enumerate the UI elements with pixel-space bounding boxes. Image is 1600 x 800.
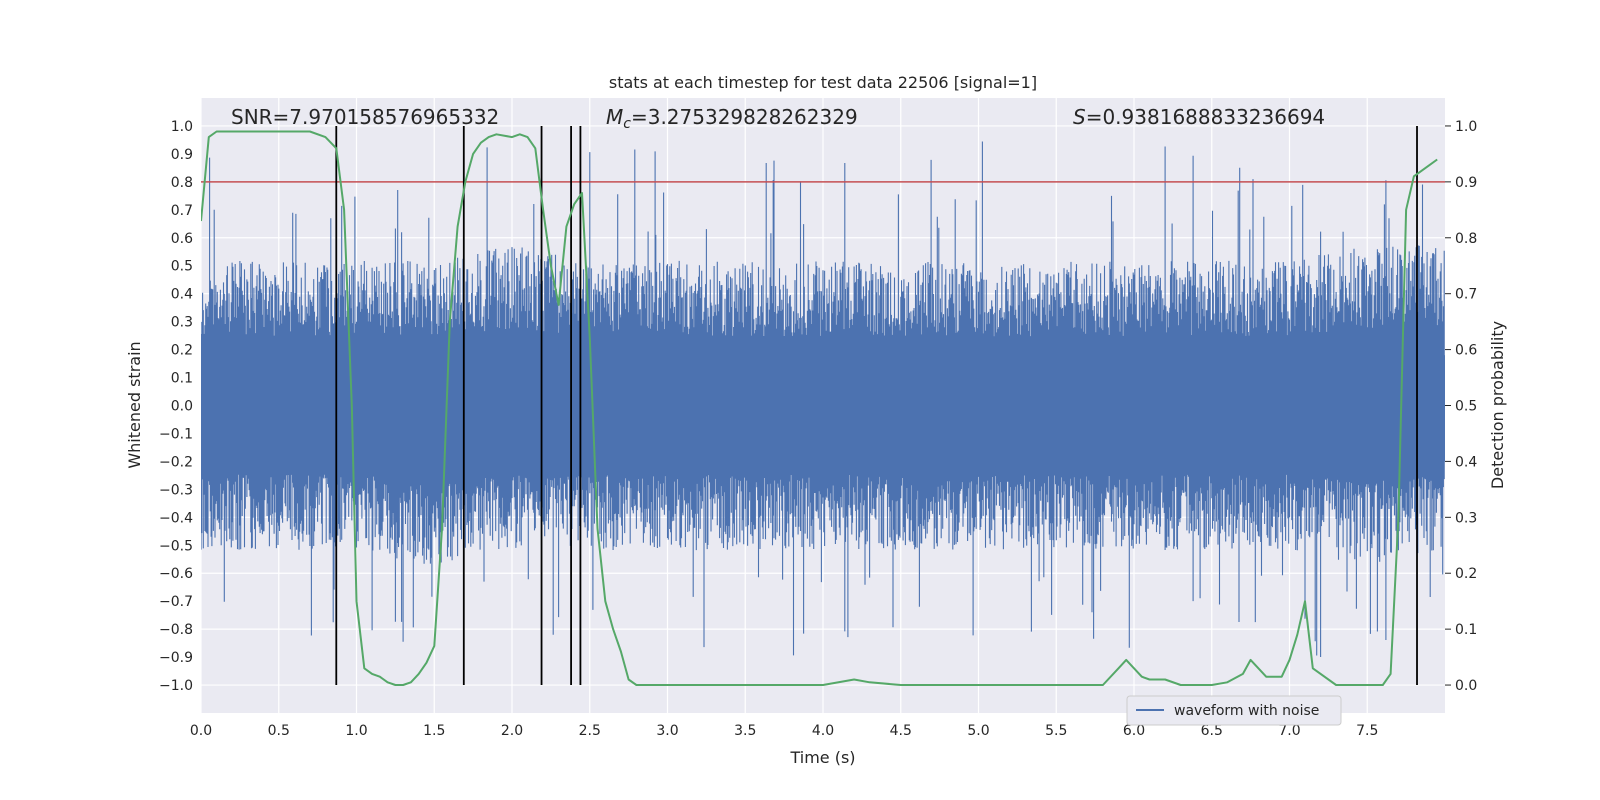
x-tick-label: 5.5 (1045, 723, 1067, 739)
y-left-tick-label: 0.4 (171, 287, 193, 303)
x-tick-label: 5.0 (967, 723, 989, 739)
chart-title: stats at each timestep for test data 225… (609, 73, 1037, 92)
x-tick-label: 6.5 (1201, 723, 1223, 739)
x-tick-label: 1.0 (345, 723, 367, 739)
snr-annotation: SNR=7.970158576965332 (231, 105, 499, 129)
y-left-tick-label: 0.6 (171, 231, 193, 247)
x-tick-labels: 0.0 0.5 1.0 1.5 2.0 2.5 3.0 3.5 4.0 4.5 5.0 5.5 6.0 6… (190, 723, 1379, 739)
y-left-tick-label: 0.0 (171, 399, 193, 415)
y-right-axis-label: Detection probability (1488, 321, 1507, 489)
probability-series (201, 130, 1438, 686)
legend-box (1126, 695, 1342, 726)
y-left-tick-labels: 1.0 0.9 0.8 0.7 0.6 0.5 0.4 0.3 0.2 0.1 0.0 −0.1 −0.… (159, 119, 193, 694)
y-left-tick-label: −0.9 (159, 650, 193, 666)
detection-lines (335, 125, 1418, 686)
y-left-tick-label: 0.7 (171, 203, 193, 219)
y-right-tick-label: 0.2 (1455, 566, 1477, 582)
y-left-tick-label: 0.3 (171, 315, 193, 331)
y-left-tick-label: −0.7 (159, 594, 193, 610)
s-annotation: S=0.9381688833236694 (1073, 105, 1325, 129)
s-value: =0.9381688833236694 (1086, 105, 1325, 129)
mc-value: =3.275329828262329 (631, 105, 858, 129)
x-tick-label: 2.5 (579, 723, 601, 739)
mc-annotation: Mc=3.275329828262329 (606, 105, 858, 132)
probability-line (201, 130, 1438, 686)
waveform-trace (201, 141, 1445, 657)
y-left-tick-label: −0.5 (159, 538, 193, 554)
y-right-tick-label: 0.4 (1455, 454, 1477, 470)
x-tick-label: 4.0 (812, 723, 834, 739)
x-tick-label: 6.0 (1123, 723, 1145, 739)
x-tick-label: 4.5 (890, 723, 912, 739)
y-left-axis-label: Whitened strain (125, 341, 144, 468)
x-tick-label: 3.5 (734, 723, 756, 739)
y-left-tick-label: −1.0 (159, 678, 193, 694)
x-tick-label: 7.5 (1356, 723, 1378, 739)
y-right-tick-label: 1.0 (1455, 119, 1477, 135)
x-tick-label: 3.0 (656, 723, 678, 739)
x-tick-label: 7.0 (1278, 723, 1300, 739)
y-right-tick-label: 0.1 (1455, 622, 1477, 638)
y-left-tick-label: −0.8 (159, 622, 193, 638)
y-left-tick-label: −0.6 (159, 566, 193, 582)
mc-subscript: c (623, 116, 631, 132)
s-symbol: S (1073, 105, 1086, 129)
y-right-tick-label: 0.8 (1455, 231, 1477, 247)
y-right-tick-label: 0.0 (1455, 678, 1477, 694)
y-right-tick-label: 0.9 (1455, 175, 1477, 191)
mc-symbol: M (606, 105, 623, 129)
y-left-tick-label: −0.4 (159, 510, 193, 526)
y-left-tick-label: 0.8 (171, 175, 193, 191)
x-tick-label: 2.0 (501, 723, 523, 739)
y-right-tick-label: 0.3 (1455, 510, 1477, 526)
x-tick-label: 1.5 (423, 723, 445, 739)
legend: waveform with noise (1126, 695, 1342, 726)
x-tick-label: 0.0 (190, 723, 212, 739)
y-left-tick-label: −0.1 (159, 426, 193, 442)
x-axis-label: Time (s) (789, 748, 855, 767)
y-left-tick-label: 0.2 (171, 343, 193, 359)
y-right-tick-label: 0.6 (1455, 343, 1477, 359)
x-tick-label: 0.5 (268, 723, 290, 739)
y-left-tick-label: 1.0 (171, 119, 193, 135)
y-right-tick-label: 0.7 (1455, 287, 1477, 303)
waveform-series (201, 141, 1445, 657)
y-left-tick-label: 0.5 (171, 259, 193, 275)
y-right-tick-labels: 1.0 0.9 0.8 0.7 0.6 0.5 0.4 0.3 0.2 0.1 0.0 (1445, 119, 1477, 694)
y-left-tick-label: −0.3 (159, 482, 193, 498)
legend-label: waveform with noise (1174, 703, 1319, 719)
y-right-tick-label: 0.5 (1455, 399, 1477, 415)
y-left-tick-label: 0.1 (171, 371, 193, 387)
y-left-tick-label: −0.2 (159, 454, 193, 470)
y-left-tick-label: 0.9 (171, 147, 193, 163)
